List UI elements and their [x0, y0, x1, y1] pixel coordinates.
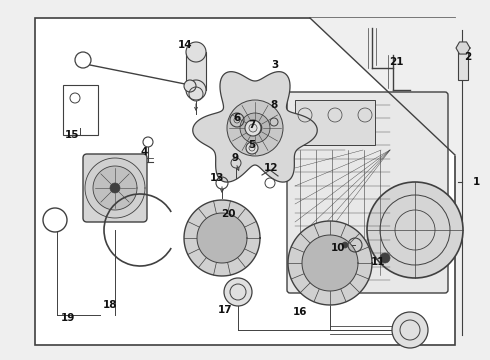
Text: 17: 17 — [218, 305, 232, 315]
Polygon shape — [197, 213, 247, 263]
Circle shape — [227, 100, 283, 156]
Text: 18: 18 — [103, 300, 117, 310]
Polygon shape — [93, 166, 137, 210]
Text: 20: 20 — [221, 209, 235, 219]
Circle shape — [186, 42, 206, 62]
Text: 13: 13 — [210, 173, 224, 183]
Text: 15: 15 — [65, 130, 79, 140]
Circle shape — [392, 312, 428, 348]
Circle shape — [240, 113, 270, 143]
Polygon shape — [288, 221, 372, 305]
Bar — [63, 85, 98, 135]
Text: 10: 10 — [331, 243, 345, 253]
Polygon shape — [193, 72, 317, 182]
Text: 9: 9 — [231, 153, 239, 163]
Text: 19: 19 — [61, 313, 75, 323]
Text: 3: 3 — [271, 60, 279, 70]
Circle shape — [248, 121, 262, 135]
Circle shape — [380, 253, 390, 263]
Text: 8: 8 — [270, 100, 278, 110]
Polygon shape — [456, 42, 470, 54]
FancyBboxPatch shape — [83, 154, 147, 222]
Polygon shape — [184, 200, 260, 276]
Bar — [186, 52, 206, 90]
Text: 6: 6 — [233, 113, 241, 123]
Bar — [458, 52, 468, 80]
Circle shape — [186, 80, 206, 100]
Text: 2: 2 — [465, 52, 472, 62]
Circle shape — [367, 182, 463, 278]
Text: 4: 4 — [140, 147, 147, 157]
Circle shape — [342, 242, 348, 248]
Circle shape — [110, 183, 120, 193]
FancyBboxPatch shape — [287, 92, 448, 293]
Bar — [295, 100, 375, 145]
Text: 11: 11 — [371, 257, 385, 267]
Text: 1: 1 — [472, 177, 480, 187]
Text: 12: 12 — [264, 163, 278, 173]
Circle shape — [184, 80, 196, 92]
Text: 7: 7 — [248, 120, 256, 130]
Polygon shape — [85, 158, 145, 218]
Text: 14: 14 — [178, 40, 192, 50]
Bar — [35, 18, 455, 345]
Text: 5: 5 — [248, 140, 256, 150]
Circle shape — [224, 278, 252, 306]
Circle shape — [246, 142, 258, 154]
Text: 16: 16 — [293, 307, 307, 317]
Text: 21: 21 — [389, 57, 403, 67]
Polygon shape — [302, 235, 358, 291]
Polygon shape — [310, 18, 455, 155]
Circle shape — [245, 120, 261, 136]
